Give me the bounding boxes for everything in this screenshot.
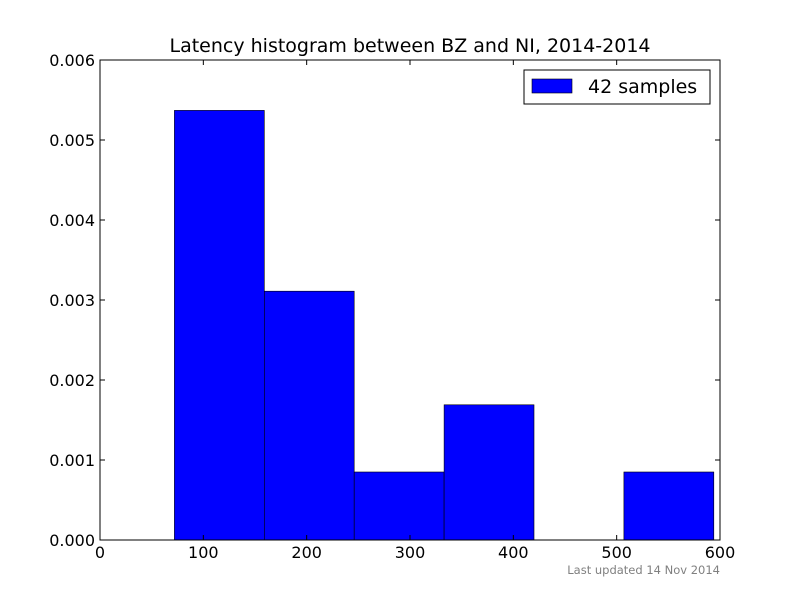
histogram-bar-1 [263, 290, 355, 541]
x-tick-label: 300 [395, 543, 426, 562]
x-tick-label: 600 [705, 543, 736, 562]
legend-swatch [531, 78, 573, 94]
histogram-bar-0 [174, 110, 265, 541]
bars-layer [174, 110, 715, 541]
y-tick-label: 0.000 [49, 531, 95, 550]
histogram-bar-5 [623, 471, 715, 541]
histogram-bar-3 [443, 404, 535, 541]
x-tick-label: 200 [291, 543, 322, 562]
x-tick-label: 500 [601, 543, 632, 562]
y-tick-label: 0.005 [49, 131, 95, 150]
y-tick-label: 0.004 [49, 211, 95, 230]
chart-title: Latency histogram between BZ and NI, 201… [169, 35, 650, 57]
legend-label: 42 samples [588, 76, 697, 98]
y-tick-label: 0.003 [49, 291, 95, 310]
legend: 42 samples [523, 69, 711, 105]
x-tick-label: 400 [498, 543, 529, 562]
x-tick-label: 100 [188, 543, 219, 562]
y-tick-label: 0.002 [49, 371, 95, 390]
x-tick-label: 0 [95, 543, 105, 562]
ticks-layer: 0 100 200 300 400 500 600 0.000 0.001 0.002 0.003 0… [49, 51, 735, 562]
last-updated-note: Last updated 14 Nov 2014 [567, 563, 720, 577]
y-tick-label: 0.001 [49, 451, 95, 470]
histogram-bar-2 [353, 471, 445, 541]
y-tick-label: 0.006 [49, 51, 95, 70]
